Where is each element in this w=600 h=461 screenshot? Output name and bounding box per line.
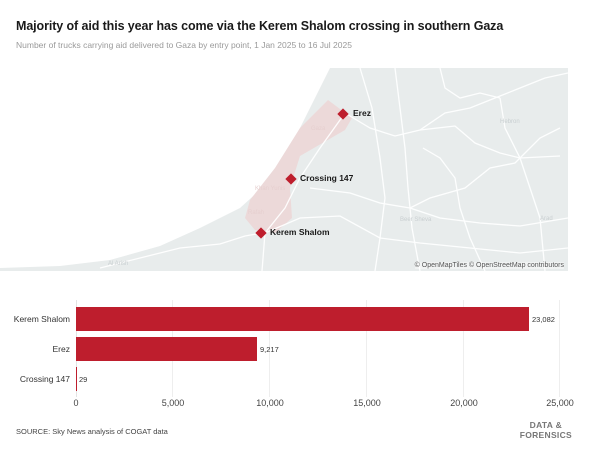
- category-label-crossing-147: Crossing 147: [19, 374, 70, 384]
- map-attribution[interactable]: © OpenMapTiles © OpenStreetMap contribut…: [414, 262, 564, 269]
- x-tick-10000: 10,000: [256, 398, 284, 408]
- place-label-gaza: Gaza: [311, 126, 326, 132]
- bar-kerem-shalom[interactable]: [76, 307, 529, 331]
- gridline-25000: [559, 300, 560, 397]
- gridline-20000: [463, 300, 464, 397]
- place-label-al-arish: Al Arish: [108, 261, 129, 267]
- marker-label-kerem-shalom: Kerem Shalom: [270, 227, 330, 237]
- x-tick-5000: 5,000: [161, 398, 185, 408]
- chart-title: Majority of aid this year has come via t…: [16, 19, 504, 33]
- marker-label-crossing-147: Crossing 147: [300, 173, 354, 183]
- value-label-crossing-147: 29: [79, 375, 88, 384]
- place-label-rafah: Rafah: [248, 210, 265, 216]
- value-label-erez: 9,217: [260, 345, 279, 354]
- gridline-15000: [366, 300, 367, 397]
- brand-line-1: DATA &: [529, 420, 563, 430]
- x-tick-25000: 25,000: [546, 398, 574, 408]
- source-note: SOURCE: Sky News analysis of COGAT data: [16, 427, 168, 436]
- gridline-10000: [269, 300, 270, 397]
- x-tick-15000: 15,000: [353, 398, 381, 408]
- x-tick-20000: 20,000: [450, 398, 478, 408]
- value-label-kerem-shalom: 23,082: [532, 315, 555, 324]
- place-label-hebron: Hebron: [500, 119, 520, 125]
- chart-subtitle: Number of trucks carrying aid delivered …: [16, 40, 352, 50]
- brand-logo: DATA & FORENSICS: [520, 420, 572, 440]
- category-label-erez: Erez: [52, 344, 70, 354]
- place-label-beer-sheva: Beer Sheva: [400, 217, 432, 223]
- marker-label-erez: Erez: [353, 108, 371, 118]
- map[interactable]: Gaza Khan Yunis Rafah Hebron Beer Sheva …: [0, 68, 568, 271]
- place-label-khan-yunis: Khan Yunis: [255, 186, 286, 192]
- map-background: [0, 68, 568, 271]
- place-label-arad: Arad: [540, 216, 553, 222]
- bar-erez[interactable]: [76, 337, 257, 361]
- brand-line-2: FORENSICS: [519, 430, 572, 440]
- category-label-kerem-shalom: Kerem Shalom: [13, 314, 70, 324]
- x-tick-0: 0: [73, 398, 79, 408]
- bar-crossing-147[interactable]: [76, 367, 77, 391]
